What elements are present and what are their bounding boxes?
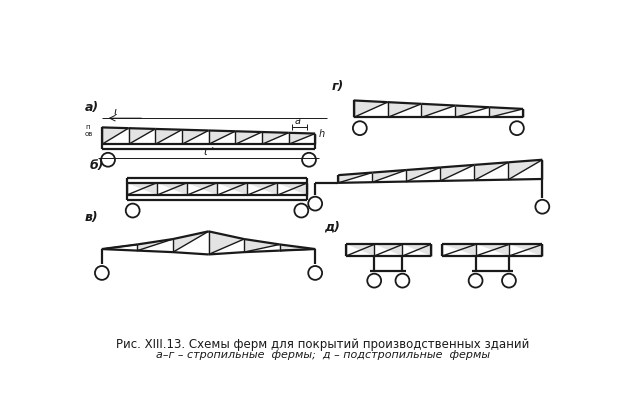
Polygon shape	[209, 231, 244, 255]
Polygon shape	[387, 102, 421, 117]
Polygon shape	[102, 127, 129, 144]
Polygon shape	[353, 100, 387, 117]
Polygon shape	[289, 133, 315, 144]
Polygon shape	[173, 231, 209, 252]
Polygon shape	[346, 244, 374, 256]
Text: ι ′: ι ′	[204, 147, 214, 158]
Polygon shape	[440, 165, 474, 181]
Text: а–г – стропильные  фермы;  д – подстропильные  фермы: а–г – стропильные фермы; д – подстропиль…	[156, 350, 490, 360]
Text: в): в)	[85, 211, 98, 223]
Text: Рис. XIII.13. Схемы ферм для покрытий производственных зданий: Рис. XIII.13. Схемы ферм для покрытий пр…	[116, 338, 530, 351]
Polygon shape	[338, 173, 372, 183]
Polygon shape	[187, 183, 217, 195]
Polygon shape	[374, 244, 403, 256]
Polygon shape	[155, 129, 182, 144]
Polygon shape	[442, 244, 476, 256]
Text: б): б)	[89, 159, 104, 172]
Polygon shape	[509, 244, 542, 256]
Polygon shape	[474, 162, 508, 180]
Polygon shape	[489, 107, 523, 117]
Polygon shape	[280, 244, 315, 251]
Polygon shape	[244, 239, 280, 252]
Text: ι: ι	[113, 108, 117, 117]
Polygon shape	[421, 104, 455, 117]
Polygon shape	[455, 105, 489, 117]
Text: а): а)	[85, 100, 99, 113]
Polygon shape	[247, 183, 277, 195]
Polygon shape	[508, 160, 542, 180]
Polygon shape	[157, 183, 187, 195]
Text: д): д)	[324, 220, 340, 234]
Polygon shape	[476, 244, 509, 256]
Text: г): г)	[332, 80, 345, 93]
Polygon shape	[277, 183, 307, 195]
Text: h: h	[318, 129, 324, 139]
Polygon shape	[406, 168, 440, 181]
Polygon shape	[217, 183, 247, 195]
Polygon shape	[372, 170, 406, 182]
Polygon shape	[137, 239, 173, 251]
Polygon shape	[182, 130, 209, 144]
Text: a: a	[294, 116, 301, 126]
Polygon shape	[235, 131, 262, 144]
Polygon shape	[403, 244, 431, 256]
Polygon shape	[262, 132, 289, 144]
Text: п
ов: п ов	[85, 124, 93, 137]
Polygon shape	[127, 183, 157, 195]
Polygon shape	[209, 131, 235, 144]
Polygon shape	[129, 128, 155, 144]
Polygon shape	[102, 244, 137, 249]
